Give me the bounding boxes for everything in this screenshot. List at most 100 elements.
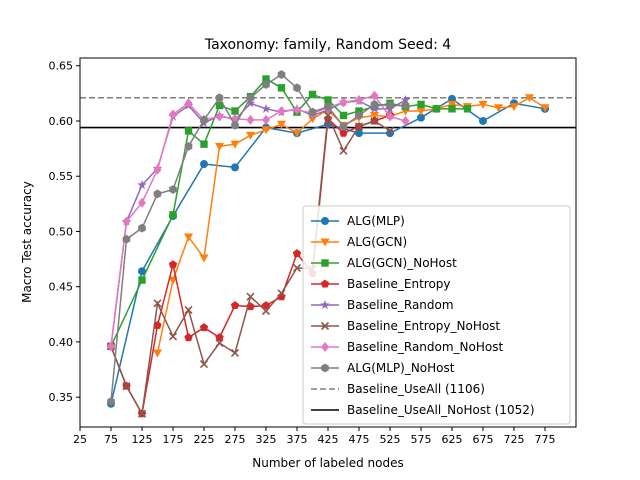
data-point xyxy=(246,292,255,301)
data-point xyxy=(184,305,193,314)
legend-label: Baseline_Random_NoHost xyxy=(347,340,503,354)
data-point xyxy=(292,129,302,138)
legend-marker xyxy=(320,300,330,310)
data-point xyxy=(277,84,286,92)
legend-marker xyxy=(320,321,330,331)
data-point xyxy=(199,254,209,263)
series-baseline-random-nohost xyxy=(107,90,410,352)
x-tick-label: 625 xyxy=(442,433,463,446)
data-point xyxy=(339,128,348,137)
x-tick-label: 675 xyxy=(473,433,494,446)
x-tick-label: 775 xyxy=(535,433,556,446)
data-point xyxy=(200,160,208,169)
data-point xyxy=(277,289,286,298)
data-point xyxy=(525,94,534,103)
data-point xyxy=(137,409,147,418)
data-point xyxy=(262,114,270,125)
legend-marker xyxy=(321,217,329,225)
legend-marker xyxy=(321,342,329,352)
data-point xyxy=(478,100,488,109)
data-point xyxy=(400,94,411,105)
data-point xyxy=(416,107,426,116)
data-point xyxy=(261,306,271,316)
data-point xyxy=(509,103,519,112)
data-point xyxy=(153,349,162,358)
data-point xyxy=(339,111,348,120)
legend-label: Baseline_UseAll (1106) xyxy=(347,382,485,396)
data-point xyxy=(215,338,224,348)
data-point xyxy=(231,120,239,130)
data-point xyxy=(494,104,503,113)
data-point xyxy=(417,100,425,109)
data-point xyxy=(385,126,395,135)
y-tick-label: 0.55 xyxy=(49,170,74,183)
legend-entry-alg-mlp-nohost: ALG(MLP)_NoHost xyxy=(311,361,455,375)
x-tick-label: 375 xyxy=(287,433,308,446)
x-tick-label: 75 xyxy=(104,433,118,446)
legend-entry-baseline-useall-nohost-1052: Baseline_UseAll_NoHost (1052) xyxy=(311,403,535,417)
data-point xyxy=(246,114,255,125)
data-point xyxy=(138,197,146,208)
data-point xyxy=(199,359,209,369)
x-tick-label: 575 xyxy=(411,433,432,446)
data-point xyxy=(277,120,286,129)
data-point xyxy=(293,83,301,93)
data-point xyxy=(184,141,193,151)
data-point xyxy=(277,106,286,117)
data-point xyxy=(138,276,146,284)
data-point xyxy=(355,107,363,115)
data-point xyxy=(339,97,348,108)
data-point xyxy=(308,107,317,117)
data-point xyxy=(230,348,240,358)
data-point xyxy=(323,111,333,120)
x-tick-label: 125 xyxy=(132,433,153,446)
legend-label: Baseline_Entropy_NoHost xyxy=(347,319,500,333)
data-point xyxy=(292,249,302,258)
data-point xyxy=(137,180,147,190)
data-point xyxy=(245,98,256,108)
data-point xyxy=(448,94,456,103)
data-point xyxy=(215,93,224,103)
data-point xyxy=(261,103,271,113)
data-point xyxy=(277,70,286,79)
data-point xyxy=(215,142,224,151)
data-point xyxy=(200,140,208,148)
x-axis-label: Number of labeled nodes xyxy=(252,456,403,470)
data-point xyxy=(370,100,379,109)
legend-entry-alg-gcn: ALG(GCN) xyxy=(311,235,407,249)
data-point xyxy=(215,333,224,342)
data-point xyxy=(230,140,240,149)
data-point xyxy=(199,323,209,332)
legend-marker xyxy=(320,238,330,247)
legend-label: Baseline_Entropy xyxy=(347,277,451,291)
data-point xyxy=(231,107,239,115)
y-axis-label: Macro Test accuracy xyxy=(20,181,34,303)
y-axis: 0.35 0.40 0.45 0.50 0.55 0.60 0.65 xyxy=(49,60,80,404)
legend-entry-baseline-random-nohost: Baseline_Random_NoHost xyxy=(311,340,503,354)
data-point xyxy=(246,93,255,103)
data-point xyxy=(386,111,394,122)
data-point xyxy=(339,146,348,155)
series-line-alg-gcn-nohost xyxy=(110,78,468,347)
y-tick-label: 0.45 xyxy=(49,281,74,294)
x-tick-label: 225 xyxy=(194,433,215,446)
x-tick-label: 325 xyxy=(256,433,277,446)
legend-entry-alg-gcn-nohost: ALG(GCN)_NoHost xyxy=(311,256,457,270)
data-point xyxy=(370,111,379,120)
legend-entry-baseline-random: Baseline_Random xyxy=(311,298,454,312)
data-point xyxy=(417,113,425,122)
data-point xyxy=(169,185,177,194)
data-point xyxy=(370,90,379,101)
series-baseline-entropy-nohost xyxy=(106,111,395,418)
data-point xyxy=(324,102,332,112)
chart-title: Taxonomy: family, Random Seed: 4 xyxy=(204,37,451,53)
data-point xyxy=(200,115,208,125)
data-point xyxy=(122,382,131,391)
data-point xyxy=(540,104,550,113)
data-point xyxy=(107,341,115,352)
x-tick-label: 25 xyxy=(73,433,87,446)
legend-label: ALG(MLP)_NoHost xyxy=(347,361,455,375)
series-alg-mlp-nohost xyxy=(107,70,410,406)
data-point xyxy=(448,105,456,113)
